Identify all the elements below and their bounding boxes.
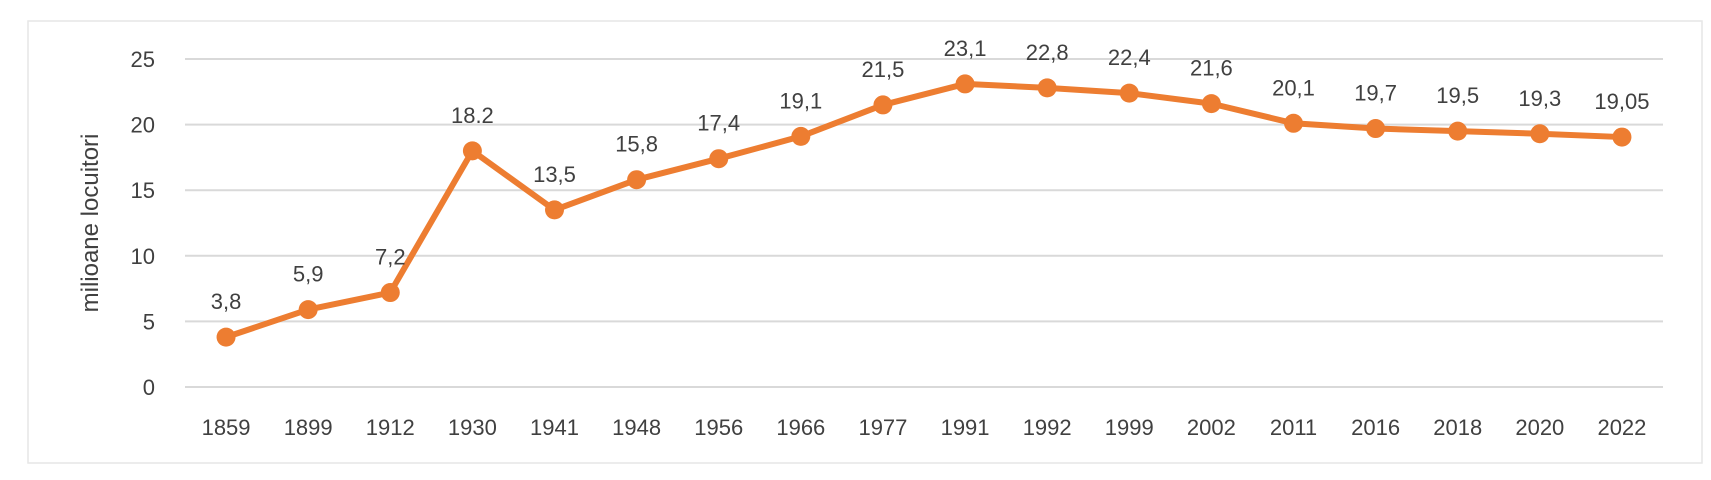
x-tick-label: 2002	[1187, 415, 1236, 440]
y-tick-label: 10	[131, 244, 155, 269]
chart-border	[27, 20, 1703, 464]
data-label: 19,1	[779, 88, 822, 113]
data-label: 22,4	[1108, 45, 1151, 70]
x-tick-label: 1912	[366, 415, 415, 440]
data-point	[298, 300, 318, 320]
x-tick-label: 1992	[1023, 415, 1072, 440]
data-label: 5,9	[293, 262, 324, 287]
x-tick-label: 2020	[1515, 415, 1564, 440]
data-point	[216, 327, 236, 347]
x-tick-label: 1899	[284, 415, 333, 440]
x-tick-label: 2011	[1270, 415, 1317, 440]
data-label: 21,5	[862, 57, 905, 82]
data-label: 19,3	[1518, 86, 1561, 111]
x-tick-label: 1930	[448, 415, 497, 440]
data-point	[1037, 78, 1057, 98]
y-tick-label: 20	[131, 113, 155, 138]
data-point	[709, 149, 729, 169]
y-axis-title: milioane locuitori	[77, 134, 104, 313]
y-tick-label: 0	[143, 375, 155, 400]
data-point	[1119, 83, 1139, 103]
x-tick-label: 2022	[1597, 415, 1646, 440]
data-point	[1530, 124, 1550, 144]
data-point	[627, 170, 647, 190]
x-tick-label: 1956	[694, 415, 743, 440]
data-point	[1366, 119, 1386, 139]
data-label: 22,8	[1026, 40, 1069, 65]
data-label: 23,1	[944, 36, 987, 61]
data-label: 15,8	[615, 132, 658, 157]
data-point	[1612, 127, 1632, 147]
data-point	[1284, 113, 1303, 133]
data-label: 17,4	[697, 111, 740, 136]
data-point	[380, 283, 400, 303]
series-line	[225, 80, 1623, 340]
x-tick-label: 1991	[941, 415, 990, 440]
data-label: 21,6	[1190, 56, 1233, 81]
x-tick-label: 2016	[1351, 415, 1400, 440]
y-tick-label: 25	[131, 47, 155, 72]
x-tick-label: 1859	[202, 415, 251, 440]
data-point	[1201, 94, 1221, 114]
data-point	[462, 141, 482, 161]
x-tick-label: 1977	[858, 415, 907, 440]
x-tick-label: 1966	[776, 415, 825, 440]
data-point	[873, 95, 893, 115]
data-point	[955, 74, 975, 94]
x-tick-label: 2018	[1433, 415, 1482, 440]
data-label: 13,5	[533, 162, 576, 187]
data-label: 20,1	[1272, 75, 1315, 100]
x-tick-label: 1999	[1105, 415, 1154, 440]
data-label: 7,2	[375, 245, 406, 270]
x-tick-label: 1948	[612, 415, 661, 440]
data-point	[791, 126, 811, 146]
data-label: 19,5	[1436, 83, 1479, 108]
data-label: 3,8	[211, 289, 242, 314]
x-tick-label: 1941	[530, 415, 579, 440]
y-tick-label: 5	[143, 309, 155, 334]
data-label: 18.2	[451, 103, 494, 128]
data-point	[545, 200, 564, 220]
y-tick-label: 15	[131, 178, 155, 203]
data-label: 19,7	[1354, 81, 1397, 106]
data-point	[1448, 121, 1468, 141]
data-label: 19,05	[1594, 89, 1649, 114]
